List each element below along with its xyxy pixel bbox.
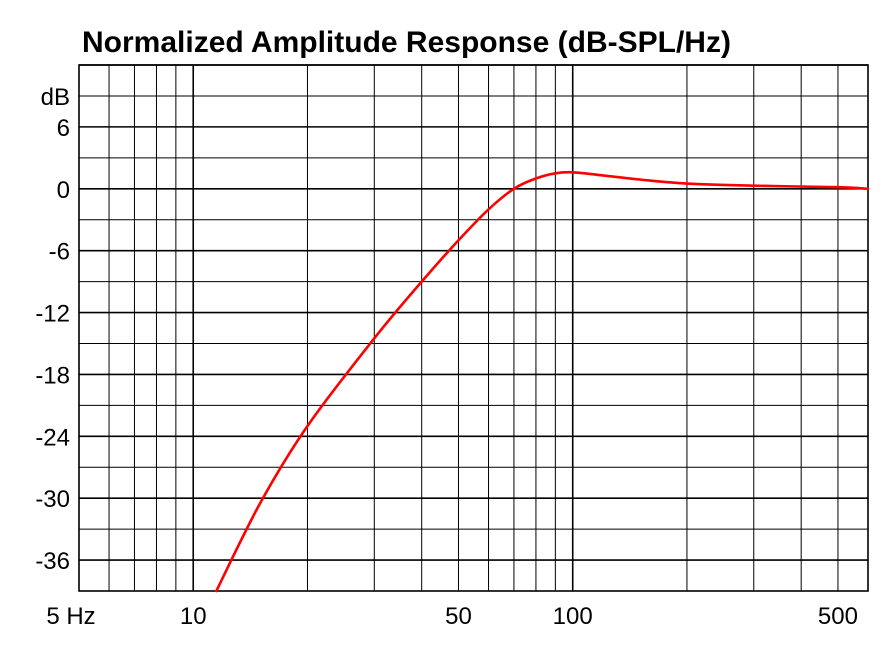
- y-tick-label: 0: [57, 177, 70, 204]
- y-axis-unit-label: dB: [41, 84, 70, 111]
- x-axis-tick-labels: 5 Hz 10 50 100 500: [46, 603, 858, 630]
- y-tick-label: 6: [57, 115, 70, 142]
- y-tick-label: -18: [35, 362, 70, 389]
- y-tick-label: -30: [35, 486, 70, 513]
- grid-minor: [79, 65, 868, 592]
- grid-major: [78, 64, 869, 592]
- x-tick-label: 10: [180, 603, 207, 630]
- y-tick-label: -12: [35, 301, 70, 328]
- x-tick-label: 500: [818, 603, 858, 630]
- y-tick-label: -24: [35, 424, 70, 451]
- y-tick-label: -6: [49, 239, 70, 266]
- y-axis-tick-labels: 6 0 -6 -12 -18 -24 -30 -36 dB: [35, 84, 70, 575]
- x-tick-label: 100: [553, 603, 593, 630]
- x-tick-label: 5 Hz: [46, 603, 95, 630]
- series-group: [215, 170, 870, 593]
- chart-title: Normalized Amplitude Response (dB-SPL/Hz…: [82, 26, 731, 59]
- x-tick-label: 50: [445, 603, 472, 630]
- plot-frame: [78, 64, 869, 592]
- y-tick-label: -36: [35, 548, 70, 575]
- series-line: [215, 170, 870, 593]
